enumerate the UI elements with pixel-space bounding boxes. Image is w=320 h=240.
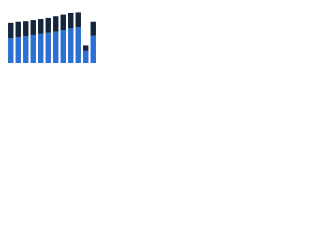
- bar-segment: [45, 32, 51, 63]
- bar-segment: [8, 38, 14, 63]
- bar-segment: [53, 16, 59, 32]
- bar-segment: [90, 21, 96, 36]
- bar-segment: [83, 50, 89, 63]
- bar-segment: [60, 14, 66, 30]
- bar-segment: [23, 21, 29, 37]
- bar-segment: [8, 22, 14, 39]
- page: (() => { const data = JSON.parse(documen…: [0, 0, 320, 71]
- bar-segment: [38, 19, 44, 34]
- bar-segment: [30, 20, 36, 35]
- bar-segment: [90, 35, 96, 63]
- bar-segment: [75, 12, 81, 28]
- bar-segment: [68, 28, 74, 64]
- bar-segment: [53, 31, 59, 63]
- bar-segment: [68, 12, 74, 29]
- bar-segment: [75, 27, 81, 63]
- chart: [8, 12, 96, 64]
- bar-segment: [60, 30, 66, 63]
- bar-segment: [23, 36, 29, 63]
- bar-segment: [15, 21, 21, 38]
- bar-segment: [30, 34, 36, 63]
- bar-segment: [83, 45, 89, 51]
- bar-segment: [38, 33, 44, 63]
- bar-segment: [45, 17, 51, 33]
- bar-segment: [15, 37, 21, 63]
